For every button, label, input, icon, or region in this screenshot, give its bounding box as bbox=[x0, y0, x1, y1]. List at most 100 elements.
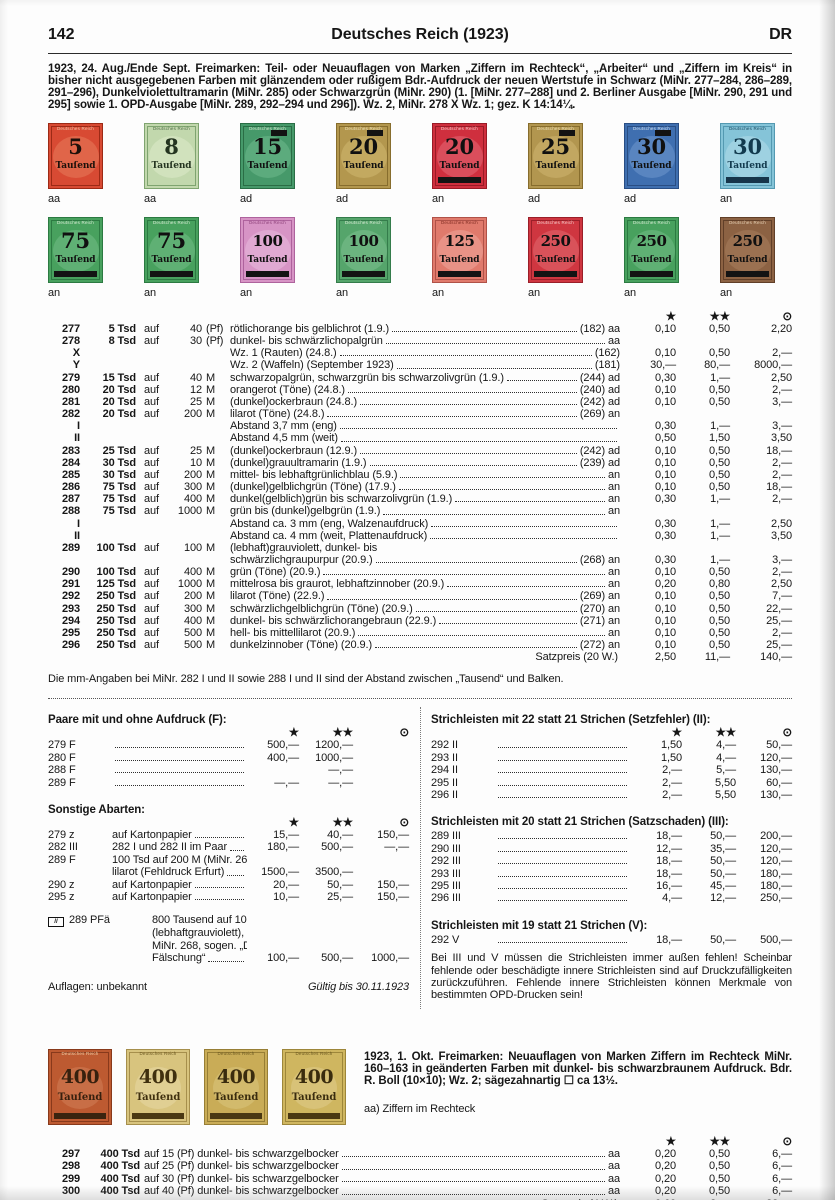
ref-and-paper-code: (162) bbox=[594, 347, 620, 360]
table-row: 279 F 500,— 1200,— bbox=[48, 739, 409, 751]
description-text: dunkel- bis schwärzlichorangebraun (22.9… bbox=[230, 614, 437, 627]
minr: 289 III bbox=[431, 830, 461, 843]
stamp-cell: Deutsches Reich 30 Tauſend an bbox=[720, 123, 775, 205]
stamp-variant-label: ad bbox=[336, 193, 349, 205]
description-text: Wz. 2 (Waffeln) (September 1923) bbox=[230, 359, 394, 372]
stamp-denomination: 15 bbox=[252, 134, 283, 159]
auf-label: auf bbox=[144, 456, 159, 469]
stamp-denomination: 25 bbox=[540, 134, 571, 159]
surcharge-unit: M bbox=[206, 493, 216, 506]
price-value: 0,30 bbox=[654, 517, 676, 530]
stamp-cell: Deutsches Reich 5 Tauſend aa bbox=[48, 123, 103, 205]
stamp-frame bbox=[435, 126, 484, 186]
minr: 280 F bbox=[48, 751, 76, 764]
surcharge-amount: 200 bbox=[183, 408, 202, 421]
description: hell- bis mittellilarot (20.9.) an bbox=[228, 627, 620, 639]
price-value: 0,30 bbox=[654, 420, 676, 433]
price-value: 0,20 bbox=[654, 1185, 676, 1198]
price-symbols-header: ★ ★★ ⊙ bbox=[48, 1136, 792, 1148]
stamp-cell: Deutsches Reich 250 Tauſend an bbox=[528, 217, 583, 299]
price-value: 3,— bbox=[772, 420, 792, 433]
table-row: 279 z auf Kartonpapier 15,— 40,— 150,— bbox=[48, 829, 409, 841]
price-value: 2,20 bbox=[770, 323, 792, 335]
page-number: 142 bbox=[48, 26, 75, 43]
stamp-cell: Deutsches Reich 100 Tauſend an bbox=[240, 217, 295, 299]
stamp-frame bbox=[531, 126, 580, 186]
stamp-variant-label: an bbox=[144, 287, 157, 299]
surcharge-unit: M bbox=[206, 456, 216, 469]
price-value: 8000,— bbox=[754, 359, 792, 372]
minr: 283 bbox=[61, 444, 80, 457]
surcharge-amount: 400 bbox=[183, 493, 202, 506]
description: lilarot (Fehldruck Erfurt) bbox=[112, 866, 247, 878]
stamp-country-label: Deutsches Reich bbox=[217, 1051, 255, 1057]
surcharge-amount: 1000 bbox=[177, 505, 202, 518]
price-value: 0,50 bbox=[708, 590, 730, 603]
price-value: 1,— bbox=[710, 493, 730, 506]
price-value: 500,— bbox=[321, 952, 353, 965]
surcharge-amount: 100 bbox=[183, 541, 202, 554]
description-text: grün (Töne) (20.9.) bbox=[230, 566, 321, 579]
price-value: —,— bbox=[274, 776, 299, 789]
price-value: 2,— bbox=[772, 566, 792, 579]
stamp-frame bbox=[129, 1051, 187, 1122]
stamp-variant-label: an bbox=[336, 287, 349, 299]
description: auf 40 (Pf) dunkel- bis schwarzgelbocker… bbox=[142, 1185, 620, 1197]
price-value: —,— bbox=[328, 764, 353, 777]
description bbox=[495, 784, 630, 789]
stamp-tausend-label: Tauſend bbox=[291, 1091, 337, 1103]
denomination: 25 Tsd bbox=[102, 444, 137, 457]
price-value: 4,— bbox=[716, 739, 736, 752]
description-text: (dunkel)grauultramarin (1.9.) bbox=[230, 456, 367, 469]
dot-leader bbox=[498, 850, 627, 852]
minr: 292 III bbox=[431, 855, 461, 868]
price-value: 0,10 bbox=[654, 566, 676, 579]
surcharge-amount: 25 bbox=[189, 395, 202, 408]
minr: I bbox=[77, 420, 80, 433]
price-value: 0,50 bbox=[708, 626, 730, 639]
minr: 290 z bbox=[48, 878, 75, 891]
price-value: 50,— bbox=[327, 878, 353, 891]
mint-hinged-icon: ★ bbox=[665, 311, 676, 323]
auf-label: auf bbox=[144, 626, 159, 639]
denomination: 250 Tsd bbox=[96, 626, 137, 639]
stamp-denomination: 400 bbox=[294, 1065, 334, 1088]
description: (lebhaft)grauviolett, dunkel- bis bbox=[228, 542, 620, 554]
minr: 290 bbox=[61, 566, 80, 579]
description: (dunkel)grauultramarin (1.9.) (239) ad bbox=[228, 457, 620, 469]
price-value: 1,— bbox=[710, 517, 730, 530]
surcharge-unit: M bbox=[206, 602, 216, 615]
stamp-country-label: Deutsches Reich bbox=[248, 219, 287, 225]
minr: 285 bbox=[61, 468, 80, 481]
surcharge-unit: M bbox=[206, 639, 216, 652]
price-value: 150,— bbox=[377, 829, 409, 841]
minr: 277 bbox=[61, 323, 80, 335]
description: Abstand ca. 4 mm (weit, Plattenaufdruck) bbox=[228, 530, 620, 542]
price-value: 11,— bbox=[704, 651, 730, 664]
description bbox=[495, 772, 630, 776]
overprint-bar-icon bbox=[438, 177, 481, 183]
minr: 295 z bbox=[48, 891, 75, 904]
stamp-cell: Deutsches Reich 8 Tauſend aa bbox=[144, 123, 199, 205]
table-row: 292 V 18,— 50,— 500,— bbox=[431, 934, 792, 946]
auf-label: auf bbox=[144, 335, 159, 348]
description bbox=[112, 759, 247, 764]
stamp-cell: Deutsches Reich 400 Tauſend bbox=[204, 1048, 268, 1125]
header-rule bbox=[48, 53, 792, 54]
description-text: (dunkel)ockerbraun (24.8.) bbox=[230, 395, 358, 408]
stamp-cell: Deutsches Reich 125 Tauſend an bbox=[432, 217, 487, 299]
description-text: auf 40 (Pf) dunkel- bis schwarzgelbocker bbox=[144, 1185, 339, 1198]
denomination: 8 Tsd bbox=[108, 335, 137, 348]
price-value: 150,— bbox=[377, 878, 409, 891]
ref-and-paper-code: (270) an bbox=[579, 602, 620, 615]
stamp-circle-motif bbox=[148, 136, 195, 179]
price-value: 0,10 bbox=[654, 602, 676, 615]
overprint-bar-icon bbox=[271, 130, 287, 136]
price-value: 0,50 bbox=[708, 383, 730, 396]
stamp-variant-label: an bbox=[432, 287, 445, 299]
stamp-variant-label: an bbox=[624, 287, 637, 299]
price-value: 0,50 bbox=[708, 1160, 730, 1173]
stamp-country-label: Deutsches Reich bbox=[632, 125, 671, 131]
overprint-bar-icon bbox=[288, 1112, 340, 1119]
